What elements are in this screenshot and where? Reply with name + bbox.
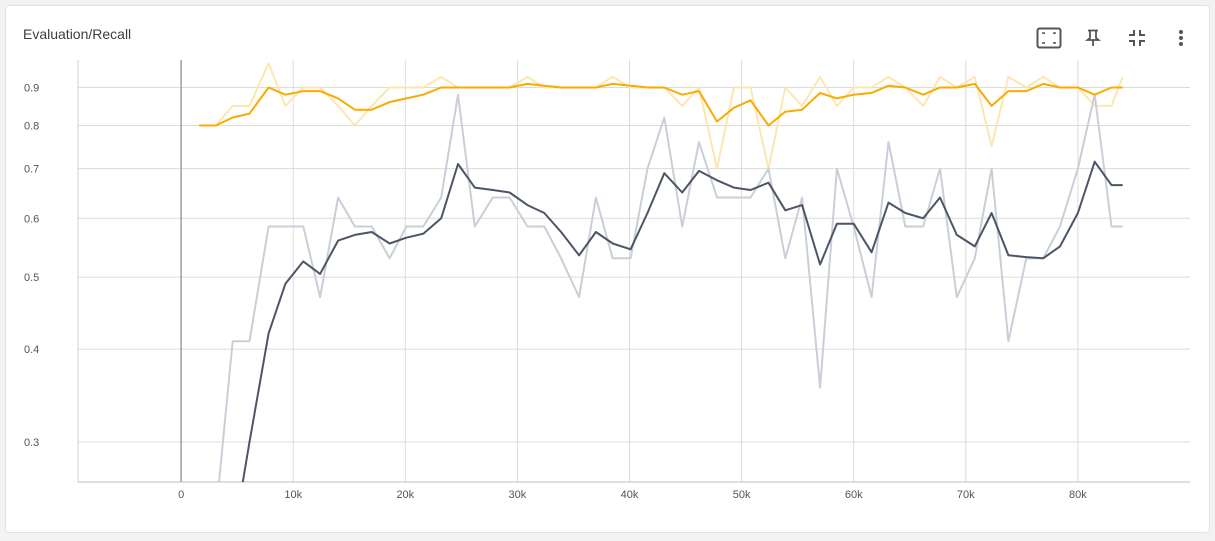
- y-tick-label: 0.5: [24, 272, 39, 284]
- x-tick-label: 80k: [1069, 489, 1087, 501]
- y-tick-label: 0.6: [24, 213, 39, 225]
- y-tick-label: 0.8: [24, 120, 39, 132]
- x-tick-label: 60k: [845, 489, 863, 501]
- card-toolbar: [1029, 22, 1201, 54]
- x-tick-label: 20k: [396, 489, 414, 501]
- fit-to-data-icon[interactable]: [1029, 22, 1069, 54]
- collapse-icon[interactable]: [1117, 22, 1157, 54]
- x-tick-label: 10k: [284, 489, 302, 501]
- y-tick-label: 0.3: [24, 437, 39, 449]
- card-title: Evaluation/Recall: [23, 26, 132, 42]
- x-tick-label: 40k: [621, 489, 639, 501]
- x-tick-label: 30k: [509, 489, 527, 501]
- pin-icon[interactable]: [1073, 22, 1113, 54]
- series-1-raw-line: [199, 62, 1124, 170]
- more-vert-icon[interactable]: [1161, 22, 1201, 54]
- y-tick-label: 0.7: [24, 164, 39, 176]
- y-tick-label: 0.9: [24, 82, 39, 94]
- x-tick-label: 0: [178, 489, 184, 501]
- x-tick-label: 70k: [957, 489, 975, 501]
- x-tick-label: 50k: [733, 489, 751, 501]
- series-2-line: [241, 160, 1123, 482]
- y-tick-label: 0.4: [24, 344, 39, 356]
- series-2-raw-line: [218, 93, 1123, 482]
- series-1-line: [199, 82, 1123, 127]
- chart-card: Evaluation/Recall: [5, 5, 1210, 533]
